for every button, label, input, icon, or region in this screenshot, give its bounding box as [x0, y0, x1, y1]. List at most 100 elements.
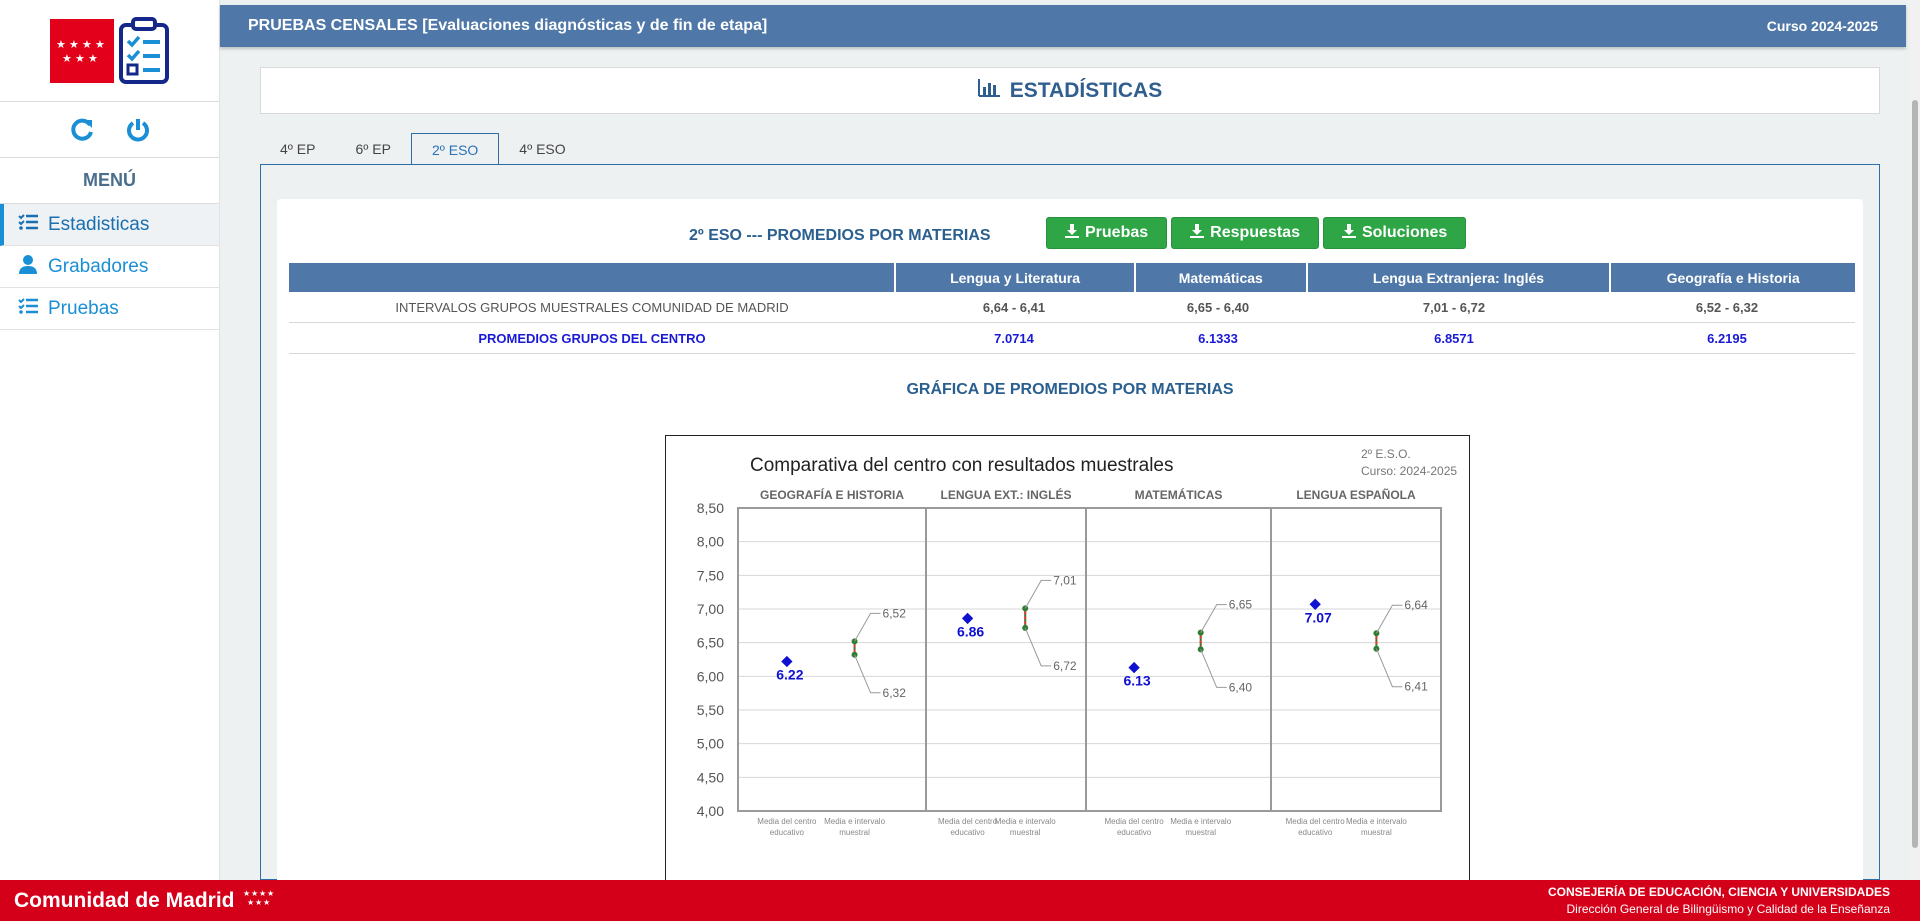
y-tick-label: 8,50	[697, 500, 724, 516]
svg-text:★: ★	[263, 898, 270, 907]
y-tick-label: 5,50	[697, 702, 724, 718]
interval-high-label: 6,64	[1404, 598, 1428, 612]
list-check-icon	[18, 213, 38, 237]
interval-high-point	[1197, 629, 1204, 636]
centro-point	[961, 612, 974, 625]
centro-point	[781, 655, 793, 668]
x-category-label: Media del centro educativo	[1286, 817, 1346, 837]
chart-title: Comparativa del centro con resultados mu…	[750, 455, 1173, 476]
sidebar-actions	[0, 102, 219, 158]
interval-high-label: 6,65	[1229, 598, 1253, 612]
footer-subdept: Dirección General de Bilingüismo y Calid…	[1566, 901, 1890, 916]
svg-text:★: ★	[82, 38, 92, 51]
column-header: Lengua Extranjera: Inglés	[1307, 263, 1610, 292]
row-label: INTERVALOS GRUPOS MUESTRALES COMUNIDAD D…	[395, 299, 789, 315]
table-cell: 6,64 - 6,41	[982, 299, 1046, 315]
y-tick-label: 4,50	[697, 769, 724, 785]
column-header: Geografía e Historia	[1611, 263, 1855, 292]
chart-subtitle: Curso: 2024-2025	[1361, 464, 1457, 478]
table-cell: 6.2195	[1707, 330, 1747, 346]
download-buttons: Pruebas Respuestas Soluciones	[1046, 217, 1467, 249]
interval-low-label: 6,41	[1404, 680, 1428, 694]
download-pruebas-button[interactable]: Pruebas	[1046, 217, 1168, 249]
interval-high-label: 6,52	[883, 606, 907, 620]
sidebar-item-pruebas[interactable]: Pruebas	[0, 288, 219, 330]
madrid-flag-logo: ★ ★ ★ ★ ★ ★ ★	[49, 18, 114, 83]
centro-point	[1128, 661, 1140, 674]
svg-text:★: ★	[62, 52, 72, 65]
sidebar-item-grabadores[interactable]: Grabadores	[0, 246, 219, 288]
footer-department: CONSEJERÍA DE EDUCACIÓN, CIENCIA Y UNIVE…	[1548, 884, 1890, 918]
scrollbar[interactable]	[1910, 0, 1920, 880]
interval-high-label: 7,01	[1053, 573, 1077, 587]
svg-text:★: ★	[75, 52, 85, 65]
interval-low-label: 6,72	[1053, 659, 1077, 673]
power-icon[interactable]	[124, 116, 152, 144]
sidebar-item-estadisticas[interactable]: Estadisticas	[0, 204, 219, 246]
x-category-label: Media del centro educativo	[1105, 817, 1165, 837]
column-header	[289, 263, 895, 292]
logo-area: ★ ★ ★ ★ ★ ★ ★	[0, 0, 219, 102]
chart-svg: Comparativa del centro con resultados mu…	[697, 447, 1458, 837]
footer-brand: Comunidad de Madrid ★ ★ ★ ★ ★ ★ ★	[14, 888, 279, 914]
centro-label: 6.13	[1123, 673, 1150, 689]
button-label: Respuestas	[1210, 224, 1300, 241]
download-icon	[1190, 223, 1205, 243]
download-soluciones-button[interactable]: Soluciones	[1322, 217, 1467, 249]
refresh-icon[interactable]	[68, 116, 96, 144]
sidebar-item-label: Pruebas	[48, 297, 119, 319]
footer-brand-text: Comunidad de Madrid	[14, 888, 235, 912]
table-cell: 7.0714	[994, 330, 1034, 346]
plot-frame	[737, 507, 1442, 812]
list-check-icon	[18, 297, 38, 321]
y-tick-label: 4,00	[697, 803, 724, 819]
svg-text:★: ★	[255, 898, 262, 907]
y-tick-label: 8,00	[697, 534, 724, 550]
x-category-label: Media e intervalo muestral	[824, 817, 885, 837]
interval-low-point	[1022, 624, 1029, 631]
centro-label: 6.22	[776, 667, 803, 683]
button-label: Soluciones	[1361, 224, 1448, 241]
footer-dept: CONSEJERÍA DE EDUCACIÓN, CIENCIA Y UNIVE…	[1547, 884, 1890, 899]
y-tick-label: 6,50	[697, 635, 724, 651]
table-cell: 7,01 - 6,72	[1422, 299, 1486, 315]
download-respuestas-button[interactable]: Respuestas	[1171, 217, 1319, 249]
panel-title: GEOGRAFÍA E HISTORIA	[760, 487, 904, 502]
table-cell: 6.8571	[1434, 330, 1474, 346]
table-cell: 6.1333	[1198, 330, 1238, 346]
grade-tabs: 4º EP 6º EP 2º ESO 4º ESO	[260, 132, 586, 166]
app-title: PRUEBAS CENSALES [Evaluaciones diagnósti…	[248, 17, 768, 34]
y-tick-label: 5,00	[697, 736, 724, 752]
interval-high-point	[1022, 605, 1029, 612]
svg-text:★: ★	[267, 889, 274, 898]
table-header-row: Lengua y Literatura Matemáticas Lengua E…	[289, 263, 1855, 292]
download-icon	[1341, 223, 1356, 243]
tab-4-eso[interactable]: 4º ESO	[519, 140, 566, 157]
scrollbar-thumb[interactable]	[1912, 100, 1918, 848]
svg-text:★: ★	[88, 52, 98, 65]
averages-table: Lengua y Literatura Matemáticas Lengua E…	[289, 263, 1855, 354]
menu-title: MENÚ	[0, 158, 219, 204]
results-card: 2º ESO --- PROMEDIOS POR MATERIAS Prueba…	[277, 199, 1863, 905]
stats-title-box: ESTADÍSTICAS	[260, 67, 1880, 114]
chart-subtitle: 2º E.S.O.	[1361, 447, 1411, 461]
tab-4-ep[interactable]: 4º EP	[280, 140, 316, 157]
leader-line-low	[1024, 627, 1052, 667]
tab-6-ep[interactable]: 6º EP	[355, 140, 391, 157]
sidebar-item-label: Estadisticas	[48, 213, 150, 235]
x-category-label: Media del centro educativo	[757, 817, 817, 837]
leader-line-low	[854, 654, 881, 694]
tab-2-eso[interactable]: 2º ESO	[410, 133, 500, 166]
tab-panel: 2º ESO --- PROMEDIOS POR MATERIAS Prueba…	[260, 164, 1880, 905]
x-category-label: Media e intervalo muestral	[1346, 817, 1407, 837]
centro-label: 6.86	[957, 623, 984, 639]
y-tick-label: 7,00	[697, 601, 724, 617]
leader-line-high	[1200, 604, 1227, 633]
main-content: PRUEBAS CENSALES [Evaluaciones diagnósti…	[220, 0, 1910, 905]
leader-line-high	[1024, 579, 1052, 609]
svg-text:★: ★	[95, 38, 105, 51]
leader-line-high	[1375, 604, 1403, 634]
centro-point	[1309, 598, 1321, 610]
stars-icon: ★ ★ ★ ★ ★ ★ ★	[243, 888, 279, 914]
leader-line-high	[854, 612, 881, 642]
